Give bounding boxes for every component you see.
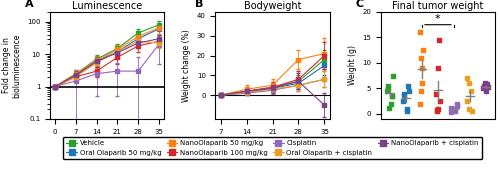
Point [479, 87, 487, 90]
Title: Bodyweight: Bodyweight [244, 1, 301, 11]
Point [402, 110, 410, 113]
Point [468, 110, 476, 113]
Point [433, 108, 441, 111]
Point [447, 111, 455, 114]
Y-axis label: Weight (g): Weight (g) [348, 45, 356, 86]
Point [416, 90, 424, 92]
Point [464, 77, 471, 80]
Point [399, 100, 407, 103]
Point [434, 107, 442, 110]
Point [436, 100, 444, 103]
Point [418, 82, 426, 85]
Y-axis label: Fold change in
bioluminescence: Fold change in bioluminescence [2, 33, 21, 98]
Title: Luminescence: Luminescence [72, 1, 142, 11]
Point [416, 31, 424, 34]
Point [432, 110, 440, 113]
Legend: Vehicle, Oral Olaparib 50 mg/kg, NanoOlaparib 50 mg/kg, NanoOlaparib 100 mg/kg, : Vehicle, Oral Olaparib 50 mg/kg, NanoOla… [63, 137, 482, 159]
Y-axis label: Weight change (%): Weight change (%) [182, 29, 191, 102]
Point [405, 90, 413, 92]
Point [484, 86, 492, 89]
Title: Final tumor weight: Final tumor weight [392, 1, 484, 11]
Point [400, 92, 408, 95]
Point [416, 56, 424, 59]
Point [464, 100, 471, 103]
Point [448, 108, 456, 111]
Point [388, 95, 396, 97]
Point [400, 95, 408, 97]
X-axis label: Days: Days [96, 140, 117, 149]
Point [434, 67, 442, 69]
Point [418, 67, 426, 69]
Text: B: B [195, 0, 203, 9]
Point [480, 84, 488, 87]
Point [480, 82, 488, 85]
Point [386, 106, 394, 109]
Point [389, 74, 397, 77]
Point [416, 102, 424, 105]
Point [483, 83, 491, 86]
Point [447, 106, 455, 109]
Point [466, 82, 473, 85]
Text: A: A [25, 0, 34, 9]
Point [432, 92, 440, 95]
Point [384, 84, 392, 87]
Point [434, 39, 442, 41]
Text: C: C [356, 0, 364, 9]
Point [482, 90, 490, 92]
Point [453, 102, 461, 105]
Text: *: * [435, 14, 441, 24]
Point [404, 107, 411, 110]
Point [467, 90, 475, 92]
Point [453, 105, 461, 108]
Point [404, 84, 412, 87]
Point [388, 95, 396, 97]
Point [450, 110, 458, 113]
Point [464, 107, 472, 110]
Point [386, 102, 394, 105]
Point [384, 90, 392, 92]
X-axis label: Days: Days [262, 140, 283, 149]
Point [384, 87, 392, 90]
Point [418, 49, 426, 52]
